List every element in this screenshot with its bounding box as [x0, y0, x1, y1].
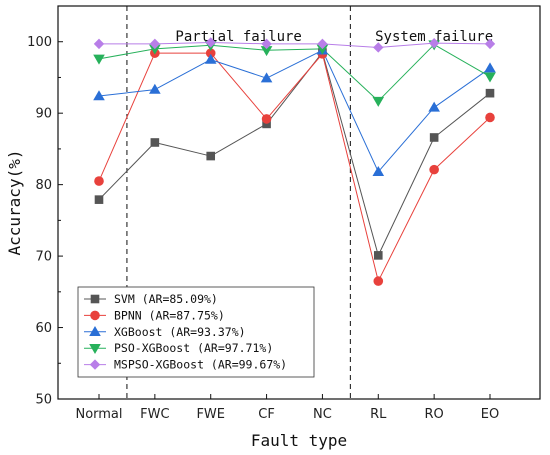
y-tick-label-60: 60 [35, 321, 52, 336]
series-5-point-RL [373, 42, 384, 53]
series-1-point-Normal [94, 195, 104, 204]
y-tick-label-70: 70 [35, 250, 52, 265]
x-tick-label-CF: CF [258, 407, 275, 422]
series-line-1 [98, 51, 491, 256]
series-5-point-FWC [149, 38, 161, 50]
x-tick-label-Normal: Normal [75, 407, 122, 422]
series-1-point-RL [373, 251, 383, 260]
series-line-5 [99, 41, 491, 48]
series-5-point-RO [428, 37, 440, 49]
series-4-point-FWC [149, 44, 161, 55]
series-3-point-Normal [93, 90, 105, 101]
legend-marker-1 [90, 294, 100, 304]
series-2-point-EO [485, 112, 495, 123]
series-4-point-EO [484, 72, 496, 83]
x-tick-label-EO: EO [481, 407, 499, 422]
y-tick-label-80: 80 [35, 178, 52, 193]
legend-marker-3 [89, 326, 101, 336]
plot-frame [57, 5, 541, 400]
y-tick-label-90: 90 [35, 107, 52, 122]
series-4-point-NC [316, 44, 329, 55]
series-2-point-CF [261, 114, 272, 124]
legend-entry-4: PSO-XGBoost (AR=97.71%) [114, 341, 273, 355]
series-3-point-RL [372, 165, 385, 176]
x-tick-label-FWC: FWC [140, 407, 169, 422]
series-3-point-RO [428, 101, 440, 112]
y-tick-label-50: 50 [35, 393, 52, 408]
series-2-point-FWE [205, 48, 216, 58]
series-2-point-RO [429, 164, 439, 175]
series-5-point-Normal [93, 38, 105, 50]
series-line-4 [98, 44, 491, 102]
series-line-2 [98, 52, 491, 282]
series-2-point-Normal [94, 176, 104, 186]
series-1-point-RO [429, 133, 439, 142]
series-1-point-CF [262, 119, 271, 129]
series-2-point-RL [373, 276, 384, 286]
legend-entry-3: XGBoost (AR=93.37%) [114, 325, 246, 339]
y-tick-label-100: 100 [27, 35, 52, 50]
legend-entry-2: BPNN (AR=87.75%) [114, 308, 225, 322]
x-axis-title: Fault type [251, 431, 347, 450]
series-3-point-CF [260, 72, 273, 83]
legend-marker-5 [89, 359, 101, 370]
series-5-point-CF [261, 38, 272, 50]
series-5-point-NC [317, 38, 328, 50]
series-5-point-EO [484, 38, 496, 50]
series-1-point-FWC [150, 138, 160, 147]
x-tick-label-NC: NC [313, 407, 332, 422]
series-1-point-EO [485, 88, 495, 98]
legend-entry-5: MSPSO-XGBoost (AR=99.67%) [114, 358, 287, 372]
legend-marker-4 [89, 344, 101, 354]
series-1-point-FWE [206, 151, 216, 161]
x-tick-label-RL: RL [370, 407, 387, 422]
series-3-point-FWE [204, 53, 217, 64]
x-tick-label-RO: RO [425, 407, 444, 422]
y-axis-title: Accuracy(%) [5, 150, 24, 256]
series-3-point-FWC [149, 83, 161, 94]
series-4-point-CF [260, 46, 273, 57]
region-label: System failure [375, 29, 493, 45]
series-4-point-RL [372, 96, 385, 107]
legend-marker-2 [90, 310, 100, 321]
series-4-point-Normal [93, 54, 105, 65]
legend-box [77, 286, 315, 378]
series-3-point-EO [484, 62, 496, 73]
legend-entry-1: SVM (AR=85.09%) [114, 292, 218, 306]
series-5-point-FWE [205, 37, 216, 48]
series-line-3 [98, 49, 491, 173]
x-tick-label-FWE: FWE [196, 407, 225, 422]
